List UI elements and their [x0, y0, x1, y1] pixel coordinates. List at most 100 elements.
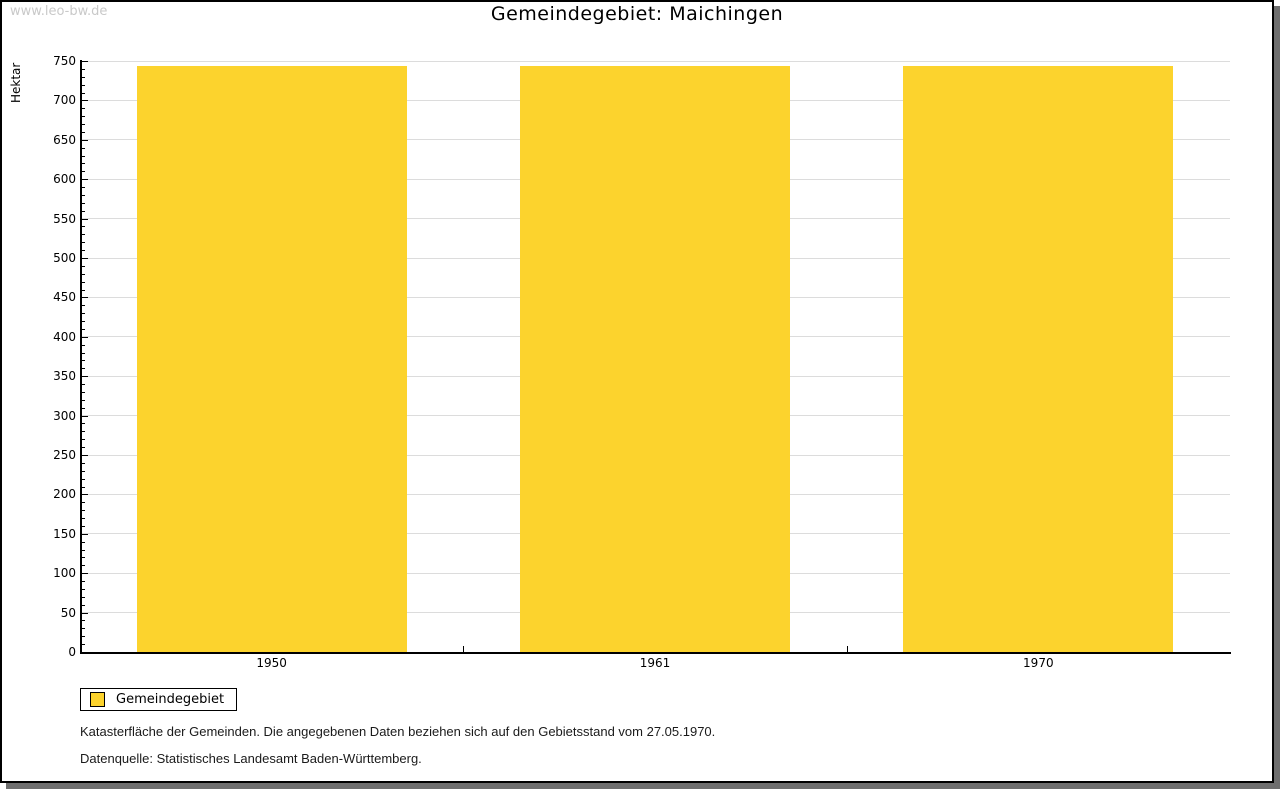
x-tick [463, 646, 465, 652]
y-tick [82, 100, 88, 102]
y-tick [82, 131, 85, 133]
x-axis-line [80, 652, 1231, 654]
y-tick [82, 399, 85, 401]
y-tick [82, 281, 85, 283]
y-tick [82, 502, 85, 504]
y-tick [82, 533, 88, 535]
y-tick [82, 541, 85, 543]
y-tick [82, 344, 85, 346]
watermark: www.leo-bw.de [10, 4, 108, 19]
y-tick [82, 171, 85, 173]
y-tick [82, 384, 85, 386]
y-tick-label: 0 [68, 645, 76, 659]
y-tick-label: 200 [53, 487, 76, 502]
y-tick [82, 226, 85, 228]
y-tick [82, 486, 85, 488]
y-tick-label: 750 [53, 54, 76, 68]
footnote-source: Datenquelle: Statistisches Landesamt Bad… [80, 751, 422, 766]
y-tick [82, 360, 85, 362]
y-tick [82, 628, 85, 630]
y-tick [82, 644, 85, 646]
footnote-description: Katasterfläche der Gemeinden. Die angege… [80, 724, 716, 739]
y-tick [82, 179, 88, 181]
y-tick [82, 612, 88, 614]
y-tick [82, 518, 85, 520]
legend-label: Gemeindegebiet [116, 692, 225, 707]
y-tick [82, 447, 85, 449]
y-tick [82, 455, 88, 456]
y-tick-label: 450 [53, 290, 76, 305]
y-tick [82, 250, 85, 252]
y-tick-label: 350 [53, 369, 76, 384]
y-tick [82, 494, 88, 496]
y-tick [82, 525, 85, 527]
y-tick [82, 439, 85, 441]
bar-1961 [520, 65, 790, 652]
y-tick [82, 431, 85, 433]
y-tick [82, 265, 85, 267]
y-tick [82, 588, 85, 590]
y-tick [82, 124, 85, 126]
y-tick-label: 550 [53, 211, 76, 226]
y-tick [82, 202, 85, 204]
y-tick [82, 565, 85, 567]
y-tick [82, 297, 88, 299]
y-tick [82, 423, 85, 425]
y-tick-label: 400 [53, 329, 76, 344]
x-category-label: 1970 [1023, 656, 1054, 670]
plot-area: 0 50 100 150 200 250 300 350 400 450 500 550 600 650 7… [2, 2, 1272, 781]
y-tick [82, 61, 88, 62]
y-tick [82, 328, 85, 330]
legend-swatch-icon [90, 692, 105, 707]
y-tick [82, 242, 85, 244]
y-tick [82, 234, 85, 236]
y-tick [82, 581, 85, 583]
y-tick-label: 250 [53, 448, 76, 462]
y-tick [82, 313, 85, 315]
y-tick [82, 163, 85, 165]
x-category-label: 1961 [639, 656, 671, 670]
y-tick [82, 305, 85, 307]
y-tick [82, 510, 85, 512]
x-category-label: 1950 [256, 656, 287, 670]
y-tick [82, 352, 85, 354]
legend: Gemeindegebiet [80, 688, 238, 711]
y-tick [82, 108, 85, 110]
y-tick [82, 620, 85, 622]
y-tick [82, 557, 85, 559]
bar-1950 [136, 65, 407, 652]
y-tick [82, 273, 85, 275]
y-tick-label: 50 [60, 605, 76, 620]
y-tick [82, 376, 88, 378]
y-tick [82, 462, 85, 464]
y-tick [82, 258, 88, 259]
x-tick [846, 646, 848, 652]
y-axis-line [80, 60, 82, 654]
y-tick [82, 336, 88, 338]
y-tick-label: 500 [53, 251, 76, 265]
y-tick [82, 391, 85, 393]
y-tick-label: 650 [53, 132, 76, 147]
y-tick [82, 289, 85, 291]
chart-title: Gemeindegebiet: Maichingen [490, 3, 784, 25]
gridline [80, 60, 1230, 62]
y-tick-label: 100 [53, 566, 76, 581]
y-tick [82, 116, 85, 118]
y-tick [82, 478, 85, 480]
y-tick-label: 600 [53, 172, 76, 187]
y-tick [82, 368, 85, 370]
y-tick-label: 300 [53, 408, 76, 423]
y-tick [82, 92, 85, 94]
y-tick [82, 218, 88, 220]
y-tick [82, 596, 85, 598]
y-tick [82, 210, 85, 212]
y-tick [82, 636, 85, 638]
y-tick-label: 150 [53, 526, 76, 541]
y-tick [82, 139, 88, 141]
y-tick [82, 321, 85, 323]
y-tick [82, 187, 85, 189]
y-tick [82, 194, 85, 196]
y-tick [82, 415, 88, 417]
y-tick [82, 68, 85, 70]
